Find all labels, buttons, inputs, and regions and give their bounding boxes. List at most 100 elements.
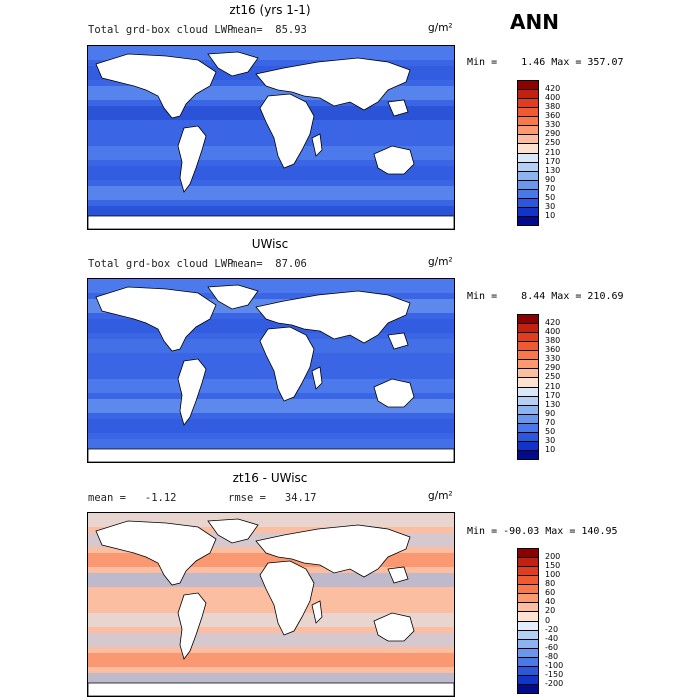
continent-outline [88,682,454,696]
field-band [88,513,454,527]
colorbar-label: 40 [545,597,556,607]
continent-outline [255,524,411,578]
season-title: ANN [510,10,559,34]
panel1-units: g/m² [428,22,453,34]
panel3-colorbar: 200 150 100 80 60 40 20 0 -20 -40 -60 -80 -100 -150 -2… [517,548,577,694]
colorbar-label: 130 [545,165,561,175]
colorbar-label: 400 [545,93,561,103]
continent-outline [387,99,409,117]
colorbar-label: -100 [545,660,564,670]
panel2-units: g/m² [428,256,453,268]
colorbar-label: 130 [545,399,561,409]
continent-outline [387,332,409,350]
panel2-map [87,278,455,463]
colorbar-label: 210 [545,381,561,391]
field-band [88,359,454,373]
panel3-map [87,512,455,697]
continent-outline [259,560,315,636]
continent-outline [88,215,454,229]
colorbar-label: 420 [545,318,561,328]
colorbar-label: 30 [545,201,556,211]
colorbar-label: 90 [545,408,556,418]
panel1-minmax: Min = 1.46 Max = 357.07 [467,57,624,68]
continent-outline [255,290,411,344]
colorbar-label: 50 [545,192,556,202]
colorbar-label: 10 [545,210,556,220]
panel3-title: zt16 - UWisc [232,471,308,485]
continent-outline [259,93,315,169]
field-band [88,126,454,140]
continent-outline [95,286,217,352]
colorbar-label: 170 [545,390,561,400]
colorbar-label: 250 [545,138,561,148]
continent-outline [255,57,411,111]
panel1-mean: mean= 85.93 [231,24,307,36]
field-band [88,399,454,413]
panel2-subtitle: Total grd-box cloud LWP [88,258,234,270]
continent-outline [373,378,415,408]
field-band [88,166,454,180]
panel2-minmax: Min = 8.44 Max = 210.69 [467,291,624,302]
panel3-mean: mean = -1.12 [88,492,177,504]
continent-outline [259,326,315,402]
continent-outline [373,145,415,175]
colorbar-label: 200 [545,552,561,562]
field-band [88,419,454,433]
colorbar-label: 420 [545,84,561,94]
continent-outline [177,358,207,426]
panel1-subtitle: Total grd-box cloud LWP [88,24,234,36]
colorbar-label: -60 [545,642,559,652]
panel3-units: g/m² [428,490,453,502]
field-band [88,593,454,607]
continent-outline [95,53,217,119]
colorbar-label: 70 [545,183,556,193]
panel2-map-svg [88,279,454,462]
colorbar-cell [517,683,539,694]
colorbar-label: -20 [545,624,559,634]
colorbar-label: 330 [545,120,561,130]
colorbar-label: 210 [545,147,561,157]
colorbar-label: 400 [545,327,561,337]
colorbar-label: -200 [545,678,564,688]
panel1-map [87,45,455,230]
colorbar-label: -150 [545,669,564,679]
colorbar-label: 290 [545,129,561,139]
panel2-mean: mean= 87.06 [231,258,307,270]
colorbar-label: 50 [545,426,556,436]
continent-outline [207,51,259,77]
colorbar-label: 0 [545,615,551,625]
colorbar-label: 80 [545,579,556,589]
continent-outline [311,133,323,157]
colorbar-label: -40 [545,633,559,643]
field-band [88,633,454,647]
colorbar-label: 290 [545,363,561,373]
continent-outline [177,125,207,193]
panel2-title: UWisc [251,237,289,251]
continent-outline [95,520,217,586]
colorbar-label: 330 [545,354,561,364]
colorbar-label: 100 [545,570,561,580]
continent-outline [387,566,409,584]
colorbar-label: 30 [545,435,556,445]
colorbar-cell [517,215,539,226]
colorbar-label: -80 [545,651,559,661]
colorbar-label: 360 [545,111,561,121]
colorbar-label: 150 [545,561,561,571]
colorbar-label: 380 [545,102,561,112]
panel3-map-svg [88,513,454,696]
panel3-rmse: rmse = 34.17 [228,492,317,504]
field-band [88,653,454,667]
colorbar-label: 250 [545,372,561,382]
panel1-colorbar: 420 400 380 360 330 290 250 210 170 130 90 70 50 30 10 [517,80,577,226]
colorbar-label: 380 [545,336,561,346]
continent-outline [88,448,454,462]
continent-outline [207,284,259,310]
panel1-title: zt16 (yrs 1-1) [229,3,311,17]
colorbar-label: 60 [545,588,556,598]
panel2-colorbar: 420 400 380 360 330 290 250 210 170 130 90 70 50 30 10 [517,314,577,460]
colorbar-label: 10 [545,444,556,454]
panel1-map-svg [88,46,454,229]
continent-outline [311,600,323,624]
colorbar-label: 90 [545,174,556,184]
colorbar-label: 70 [545,417,556,427]
